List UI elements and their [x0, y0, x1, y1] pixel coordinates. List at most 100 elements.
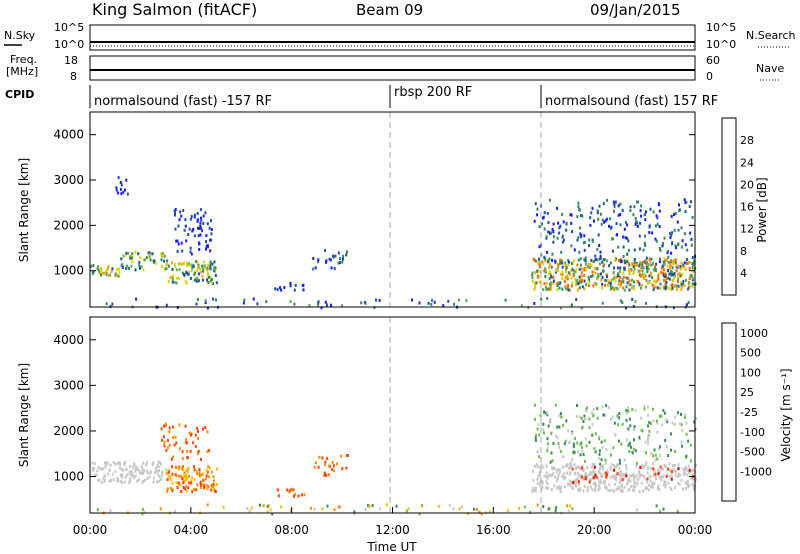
range-gate-cell	[147, 255, 150, 259]
range-gate-cell	[561, 240, 564, 244]
colorbar-tick-label: 1000	[740, 327, 768, 340]
range-gate-cell	[613, 288, 616, 292]
range-gate-cell	[580, 214, 582, 217]
range-gate-cell	[645, 477, 647, 481]
range-gate-cell	[324, 300, 327, 304]
range-gate-cell	[690, 237, 693, 241]
range-gate-cell	[634, 449, 637, 453]
range-gate-cell	[669, 486, 672, 490]
range-gate-cell	[180, 241, 183, 245]
range-gate-cell	[353, 510, 356, 514]
range-gate-cell	[148, 475, 151, 479]
range-gate-cell	[660, 478, 663, 482]
range-gate-cell	[575, 298, 578, 301]
range-gate-cell	[559, 258, 562, 262]
range-gate-cell	[465, 299, 468, 302]
range-gate-cell	[132, 475, 135, 479]
range-gate-cell	[567, 466, 570, 470]
range-gate-cell	[633, 488, 635, 492]
range-gate-cell	[632, 472, 635, 476]
range-gate-cell	[158, 479, 161, 483]
range-gate-cell	[160, 427, 163, 431]
range-gate-cell	[531, 276, 534, 280]
range-gate-cell	[590, 211, 593, 215]
y-tick-label: 3000	[53, 378, 84, 392]
range-gate-cell	[652, 268, 655, 272]
range-gate-cell	[149, 258, 152, 262]
range-gate-cell	[539, 270, 542, 274]
range-gate-cell	[200, 216, 202, 220]
range-gate-cell	[680, 281, 683, 285]
range-gate-cell	[591, 239, 594, 243]
range-gate-cell	[604, 471, 607, 475]
range-gate-cell	[586, 489, 589, 493]
range-gate-cell	[109, 273, 112, 277]
range-gate-cell	[308, 303, 311, 307]
range-gate-cell	[596, 248, 599, 251]
range-gate-cell	[546, 211, 549, 215]
range-gate-cell	[611, 237, 614, 241]
range-gate-cell	[618, 416, 620, 420]
range-gate-cell	[584, 262, 587, 266]
range-gate-cell	[660, 414, 663, 418]
range-gate-cell	[612, 277, 615, 281]
range-gate-cell	[587, 276, 590, 279]
range-gate-cell	[552, 279, 555, 283]
range-gate-cell	[563, 280, 566, 284]
range-gate-cell	[181, 467, 184, 471]
range-gate-cell	[558, 425, 561, 429]
range-gate-cell	[679, 265, 682, 268]
range-gate-cell	[604, 458, 607, 462]
range-gate-cell	[586, 474, 589, 478]
range-gate-cell	[466, 512, 469, 516]
range-gate-cell	[615, 222, 618, 225]
range-gate-cell	[584, 437, 587, 441]
range-gate-cell	[646, 467, 649, 471]
range-gate-cell	[680, 423, 683, 427]
range-gate-cell	[676, 509, 679, 513]
range-gate-cell	[588, 440, 591, 444]
range-gate-cell	[533, 302, 536, 305]
range-gate-cell	[565, 270, 568, 274]
range-gate-cell	[163, 259, 166, 263]
range-gate-cell	[173, 209, 176, 213]
range-gate-cell	[581, 285, 584, 289]
range-gate-cell	[181, 271, 184, 275]
range-gate-cell	[176, 249, 179, 253]
range-gate-cell	[437, 504, 440, 508]
range-gate-cell	[169, 477, 172, 481]
range-gate-cell	[556, 486, 559, 490]
range-gate-cell	[648, 274, 651, 278]
range-gate-cell	[565, 265, 568, 269]
range-gate-cell	[566, 471, 569, 475]
range-gate-cell	[170, 457, 173, 461]
range-gate-cell	[353, 512, 356, 516]
range-gate-cell	[547, 507, 550, 511]
noise-tick-top-right: 10^5	[706, 21, 736, 34]
range-gate-cell	[189, 276, 192, 280]
range-gate-cell	[625, 463, 627, 467]
range-gate-cell	[207, 244, 209, 248]
range-gate-cell	[545, 465, 548, 469]
range-gate-cell	[577, 282, 579, 286]
colorbar-tick-label: 25	[740, 386, 754, 399]
range-gate-cell	[602, 467, 605, 471]
range-gate-cell	[650, 271, 652, 275]
range-gate-cell	[647, 435, 650, 439]
range-gate-cell	[551, 258, 553, 262]
range-gate-cell	[248, 509, 251, 513]
range-gate-cell	[559, 450, 562, 454]
range-gate-cell	[691, 285, 694, 289]
range-gate-cell	[683, 469, 686, 473]
range-gate-cell	[321, 456, 324, 460]
range-gate-cell	[592, 470, 595, 474]
range-gate-cell	[634, 223, 637, 227]
range-gate-cell	[644, 243, 647, 247]
range-gate-cell	[649, 422, 652, 426]
range-gate-cell	[171, 481, 174, 485]
range-gate-cell	[326, 504, 329, 508]
range-gate-cell	[324, 460, 327, 464]
range-gate-cell	[122, 254, 125, 258]
range-gate-cell	[130, 256, 133, 260]
range-gate-cell	[601, 260, 604, 264]
